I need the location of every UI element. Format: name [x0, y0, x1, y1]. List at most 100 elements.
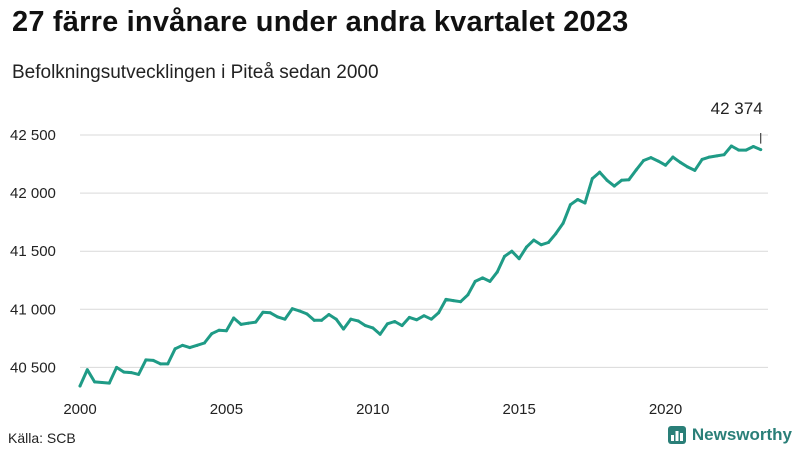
data-point [151, 358, 155, 362]
data-point [488, 279, 492, 283]
data-point [385, 322, 389, 326]
brand-name: Newsworthy [691, 425, 792, 444]
y-tick-label: 42 500 [10, 127, 56, 144]
series-layer [78, 144, 763, 388]
data-point [744, 148, 748, 152]
data-point [437, 311, 441, 315]
data-point [693, 168, 697, 172]
data-point [627, 178, 631, 182]
data-point [341, 327, 345, 331]
data-point [268, 311, 272, 315]
data-point [510, 249, 514, 253]
chart-subtitle: Befolkningsutvecklingen i Piteå sedan 20… [12, 62, 379, 83]
series-line [78, 144, 763, 388]
data-point [612, 184, 616, 188]
data-point [759, 148, 763, 152]
data-point [298, 309, 302, 313]
data-point [671, 155, 675, 159]
data-point [415, 318, 419, 322]
data-point [707, 155, 711, 159]
source-note: Källa: SCB [8, 430, 76, 446]
data-point [276, 315, 280, 319]
data-point [173, 347, 177, 351]
x-axis-ticks: 2000 2005 2010 2015 2020 [63, 401, 682, 418]
data-point [217, 328, 221, 332]
x-tick-label: 2005 [210, 401, 243, 418]
data-point [466, 293, 470, 297]
data-point [715, 154, 719, 158]
data-point [546, 240, 550, 244]
data-point [524, 245, 528, 249]
data-point [503, 254, 507, 258]
data-point [664, 163, 668, 167]
data-point [137, 372, 141, 376]
data-point [620, 178, 624, 182]
data-point [327, 313, 331, 317]
data-point [429, 317, 433, 321]
data-point [290, 307, 294, 311]
data-point [422, 314, 426, 318]
data-point [495, 270, 499, 274]
data-point [239, 322, 243, 326]
data-point [356, 319, 360, 323]
x-tick-label: 2000 [63, 401, 96, 418]
data-point [407, 315, 411, 319]
data-point [532, 238, 536, 242]
y-tick-label: 40 500 [10, 359, 56, 376]
data-point [334, 317, 338, 321]
data-point [656, 159, 660, 163]
data-point [246, 321, 250, 325]
x-tick-label: 2015 [502, 401, 535, 418]
data-point [590, 177, 594, 181]
data-point [634, 168, 638, 172]
data-point [539, 243, 543, 247]
data-point [232, 316, 236, 320]
data-point [78, 384, 82, 388]
y-tick-label: 42 000 [10, 185, 56, 202]
x-tick-label: 2010 [356, 401, 389, 418]
data-point [305, 312, 309, 316]
data-point [678, 160, 682, 164]
data-point [107, 381, 111, 385]
y-tick-label: 41 500 [10, 243, 56, 260]
data-point [722, 153, 726, 157]
data-point [195, 343, 199, 347]
bar-chart-icon [667, 426, 686, 444]
data-point [685, 165, 689, 169]
data-point [583, 201, 587, 205]
y-tick-label: 41 000 [10, 301, 56, 318]
data-point [459, 300, 463, 304]
data-point [254, 320, 258, 324]
data-point [261, 310, 265, 314]
grid-layer [80, 134, 768, 368]
data-point [642, 159, 646, 163]
data-point [210, 332, 214, 336]
data-point [159, 362, 163, 366]
annotation-label: 42 374 [711, 99, 763, 118]
data-point [144, 358, 148, 362]
data-point [312, 318, 316, 322]
data-point [180, 343, 184, 347]
data-point [188, 346, 192, 350]
data-point [320, 318, 324, 322]
data-point [598, 170, 602, 174]
y-axis-ticks: 40 500 41 000 41 500 42 000 42 500 [10, 127, 56, 376]
data-point [129, 371, 133, 375]
data-point [568, 203, 572, 207]
data-point [400, 324, 404, 328]
data-point [100, 381, 104, 385]
brand-logo[interactable]: Newsworthy [667, 425, 792, 445]
data-point [517, 257, 521, 261]
data-point [122, 370, 126, 374]
data-point [451, 299, 455, 303]
data-point [729, 144, 733, 148]
data-point [115, 365, 119, 369]
data-point [444, 297, 448, 301]
data-point [85, 368, 89, 372]
data-point [202, 341, 206, 345]
data-point [576, 197, 580, 201]
data-point [473, 279, 477, 283]
x-tick-label: 2020 [649, 401, 682, 418]
data-point [363, 324, 367, 328]
